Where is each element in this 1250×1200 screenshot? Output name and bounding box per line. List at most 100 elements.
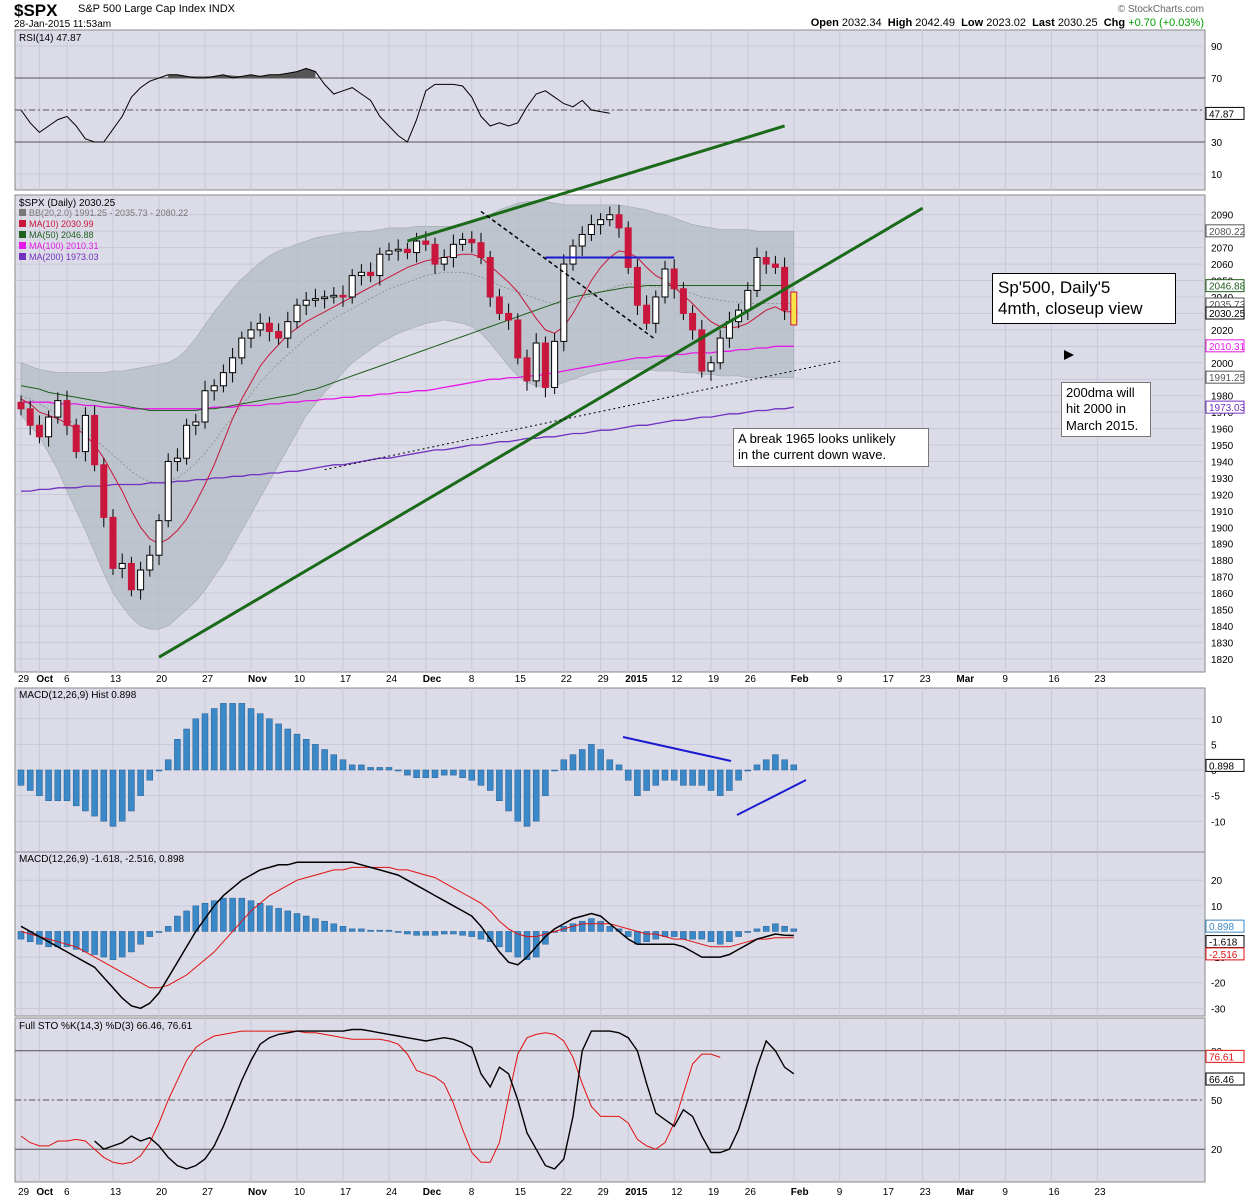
stoch-k-line (94, 1028, 795, 1170)
macd-bar (514, 931, 522, 958)
candle-body (689, 312, 697, 331)
candle-body (238, 337, 246, 359)
macd-hist-bar (128, 769, 135, 812)
stoch-x-label: 9 (1002, 1187, 1008, 1198)
datetime-label: 28-Jan-2015 11:53am (14, 19, 112, 30)
low-label: Low (961, 17, 984, 29)
macd-hist-bar (772, 754, 779, 771)
candle-body (606, 214, 614, 221)
macd-bar (542, 931, 549, 945)
macd-hist-bar (762, 759, 770, 771)
candle-body (541, 342, 549, 388)
price-x-label: 16 (1048, 674, 1060, 685)
macd-hist-bar (624, 769, 632, 781)
price-panel-tick-label: 1860 (1211, 589, 1234, 600)
macd-bar (726, 931, 733, 942)
stoch-x-label: 12 (671, 1187, 683, 1198)
chart-title-box: Sp'500, Daily'5 4mth, closeup view (992, 273, 1176, 324)
price-panel-tick-label: 1830 (1211, 638, 1234, 649)
candle-body (183, 424, 191, 459)
macd-bar (753, 928, 761, 932)
candle-body (486, 257, 494, 298)
chart-header: $SPX S&P 500 Large Cap Index INDX 28-Jan… (0, 0, 1250, 30)
candle-body (118, 562, 126, 569)
chg-label: Chg (1103, 17, 1126, 29)
macd-bar (781, 926, 788, 932)
rsi-line (20, 67, 610, 143)
price-x-label: 23 (920, 674, 932, 685)
candle-body (413, 240, 421, 254)
candle-body (17, 401, 25, 410)
macd-hist-bar (394, 769, 402, 772)
macd-hist-bar (284, 728, 292, 771)
high-label: High (887, 17, 913, 29)
macd-hist-bar (137, 769, 144, 796)
macd-bar (588, 918, 595, 932)
price-panel-tick-label: 1890 (1211, 540, 1234, 551)
macd-hist-bar (578, 749, 586, 771)
rsi-last-value-box (1205, 106, 1245, 120)
price-panel-tick-label: 2090 (1211, 211, 1234, 222)
hist-divergence-line (736, 779, 807, 816)
macd-bar (137, 931, 144, 945)
candle-body (459, 238, 467, 245)
stoch-x-label: Feb (791, 1187, 809, 1198)
macd-bar (376, 929, 384, 932)
stoch-x-label: 17 (340, 1187, 352, 1198)
candle-body (449, 243, 457, 259)
price-panel-tick-label: 1920 (1211, 490, 1234, 501)
candle-body (679, 288, 687, 314)
macd-bar (54, 931, 62, 948)
macd-bar (302, 915, 310, 932)
macd-hist-bar (716, 769, 724, 796)
candle-body (284, 321, 292, 339)
candle-body (532, 342, 540, 382)
macd-bar (220, 897, 227, 932)
macd-hist-bar (192, 718, 200, 771)
price-panel-tick-label: 1850 (1211, 605, 1234, 616)
price-x-label: 13 (110, 674, 122, 685)
candle-body (771, 263, 779, 268)
candle-body (422, 240, 430, 245)
stoch-d-line (20, 1030, 721, 1165)
candle-body (45, 416, 53, 438)
macd-bar (82, 931, 89, 953)
price-panel-tick-label: 1960 (1211, 425, 1234, 436)
candle-body (551, 340, 559, 388)
downtrend-line (480, 210, 657, 341)
candle-body (348, 275, 356, 298)
macd-hist-bar (312, 744, 319, 771)
macd-bar (413, 931, 420, 936)
macd-bar (597, 920, 604, 932)
price-value-tag: 2010.31 (1209, 342, 1246, 353)
macd-hist-bar (551, 769, 558, 772)
macd-hist-bar (229, 703, 236, 771)
candle-body (109, 516, 117, 569)
candle-body (468, 238, 476, 244)
macd-hist-bar (652, 769, 660, 786)
macd-hist-bar (220, 703, 227, 771)
macd-hist-label: MACD(12,26,9) Hist 0.898 (19, 690, 137, 701)
macd-bar (698, 931, 706, 940)
macd-bar (312, 918, 319, 932)
legend-swatch (19, 231, 26, 238)
macd-bar (477, 931, 485, 940)
stoch-panel-tick-label: 20 (1211, 1145, 1223, 1156)
macd-signal-value-box (1205, 947, 1245, 961)
price-x-label: 9 (837, 674, 843, 685)
macd-bar (689, 931, 696, 940)
candle-body (652, 296, 660, 324)
price-value-tag: 1991.25 (1209, 373, 1246, 384)
price-x-label: 24 (386, 674, 398, 685)
rsi-panel-tick-label: 90 (1211, 42, 1223, 53)
macd-hist-bar (348, 764, 356, 771)
macd-bar (450, 931, 457, 935)
macd-bar (440, 931, 448, 935)
macd-bar (63, 931, 71, 948)
hist-divergence-line (622, 736, 732, 762)
macd-hist-bar (183, 728, 190, 771)
price-panel-tick-label: 1840 (1211, 622, 1234, 633)
candle-body (495, 296, 503, 314)
macd-bar (358, 928, 365, 932)
